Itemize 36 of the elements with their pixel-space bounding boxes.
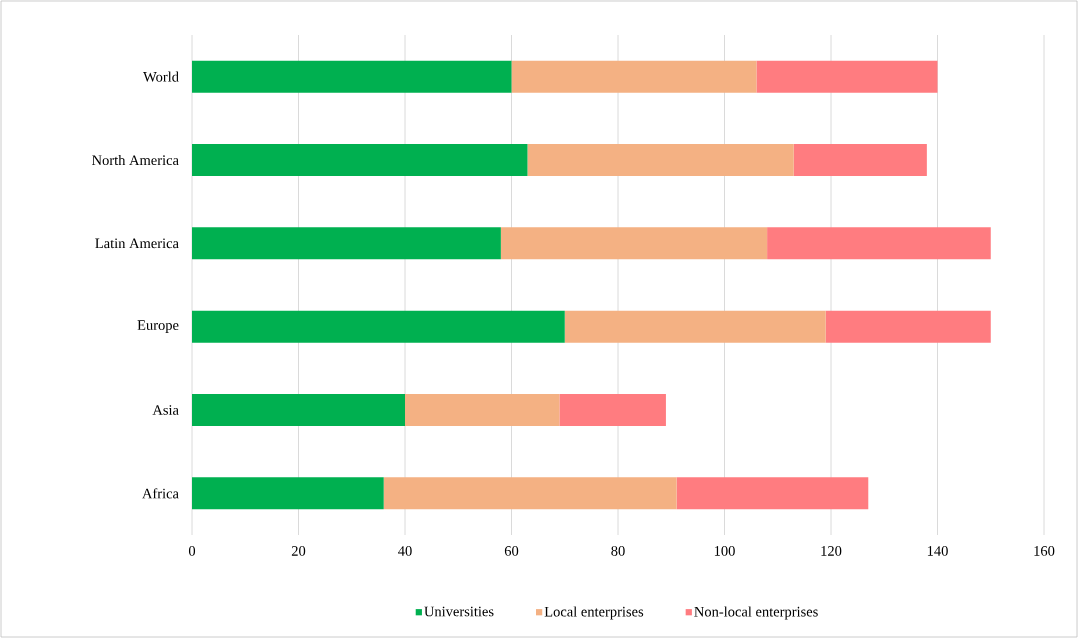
- x-tick-label: 140: [927, 546, 948, 556]
- x-tick-label: 0: [188, 546, 196, 556]
- legend-label: Universities: [424, 606, 494, 617]
- x-tick-label: 60: [504, 546, 519, 556]
- legend-label: Non-local enterprises: [694, 606, 818, 620]
- x-tick-label: 100: [714, 546, 735, 556]
- y-tick-label: Latin America: [95, 238, 179, 249]
- bar: [192, 477, 384, 510]
- bar: [564, 310, 826, 343]
- bar: [559, 394, 666, 426]
- bar: [767, 227, 991, 260]
- y-tick-label: Europe: [137, 320, 179, 333]
- x-tick-label: 120: [821, 546, 842, 556]
- bar: [192, 394, 405, 426]
- legend-label: Local enterprises: [544, 606, 644, 620]
- bar: [192, 310, 565, 343]
- bar: [825, 310, 991, 343]
- bar: [676, 477, 869, 510]
- x-tick-label: 40: [398, 546, 412, 556]
- bar: [405, 394, 560, 426]
- bar: [192, 144, 528, 176]
- bar: [511, 60, 757, 93]
- bar: [383, 477, 677, 510]
- bar: [756, 60, 938, 93]
- bar: [192, 227, 501, 260]
- bar: [500, 227, 768, 260]
- x-tick-label: 20: [291, 546, 306, 556]
- y-tick-label: Africa: [142, 488, 179, 499]
- bar: [793, 144, 927, 176]
- bar: [527, 144, 794, 176]
- x-tick-label: 160: [1034, 546, 1055, 556]
- y-tick-label: North America: [92, 154, 179, 166]
- y-tick-label: Asia: [152, 405, 179, 415]
- x-tick-label: 80: [611, 546, 625, 556]
- bar: [192, 60, 512, 93]
- y-tick-label: World: [143, 71, 179, 82]
